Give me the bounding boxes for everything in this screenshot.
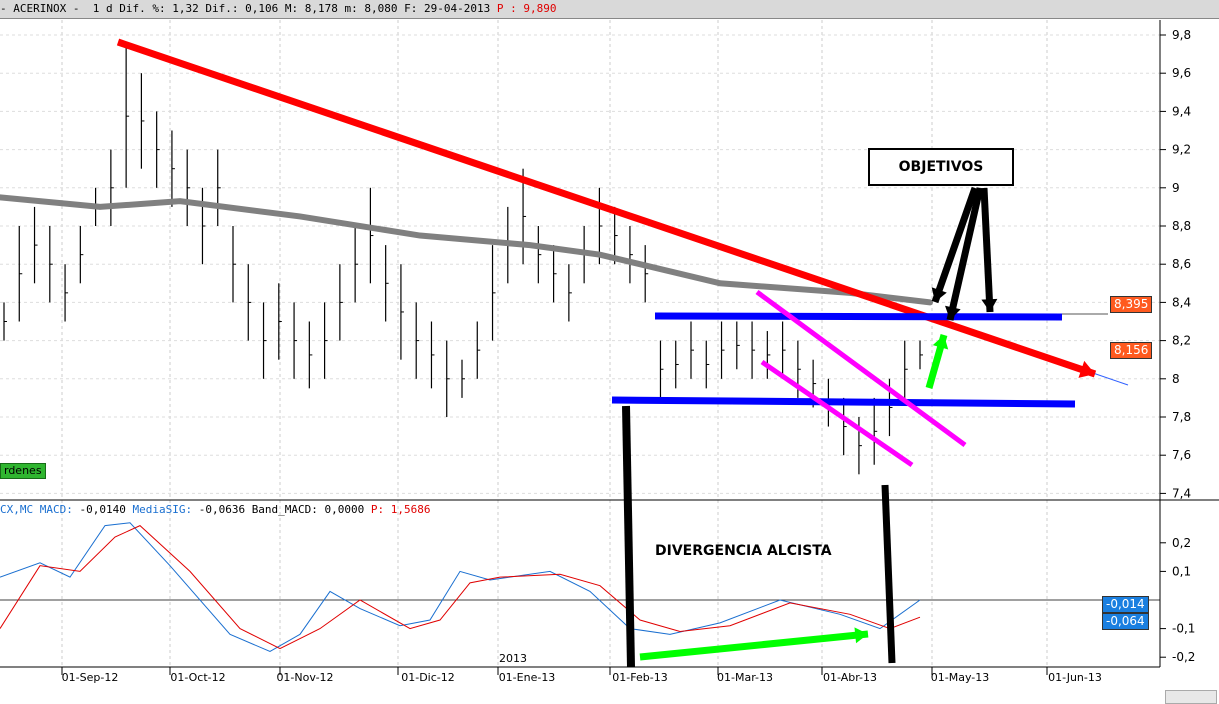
x-tick-label: 01-Feb-13 [612,671,667,684]
date-label: F: [404,2,418,15]
dif-label: Dif.: [205,2,239,15]
macd-tag: -0,014 [1102,596,1149,613]
min: 8,080 [364,2,398,15]
dif: 0,106 [245,2,279,15]
y-tick-label: 8 [1172,372,1180,386]
resistance-trendline-head [1078,360,1095,378]
band-label: Band_MACD: [251,503,318,516]
p-label: P : [496,2,517,15]
y-tick-label: 7,8 [1172,410,1191,424]
divergence-line-left [622,405,635,668]
y-tick-label: 8,6 [1172,257,1191,271]
symbol: - ACERINOX - [0,2,80,15]
objective-arrow-3 [980,187,994,313]
ma-price-tag: 8,395 [1110,296,1153,313]
x-tick-label: 01-Sep-12 [62,671,119,684]
objective-arrow-3-head [981,298,998,312]
objective-arrow-2-head [945,305,961,320]
x-tick-label: 01-Oct-12 [170,671,225,684]
macd-divergence-arrow [639,630,869,661]
signal-tag: -0,064 [1102,613,1149,630]
sig-label: MediaSIG: [132,503,193,516]
y-tick-label: 9 [1172,181,1180,195]
objective-arrow-2 [946,187,984,321]
band-value: 0,0000 [324,503,365,516]
macd-y-tick-label: -0,2 [1172,650,1195,664]
window-controls[interactable] [1183,8,1213,17]
sig-value: -0,0636 [198,503,246,516]
date: 29-04-2013 [423,2,491,15]
objective-arrow-1 [931,186,979,304]
y-tick-label: 9,6 [1172,66,1191,80]
p-value: 9,890 [523,2,557,15]
objective-arrow-1-head [931,287,947,302]
breakout-arrow-head [932,335,949,350]
x-tick-label: 01-Ene-13 [499,671,556,684]
signal-line [0,525,921,650]
dif-pct-label: Dif. %: [119,2,166,15]
y-tick-label: 8,4 [1172,295,1191,309]
price-header: - ACERINOX - 1 d Dif. %: 1,32 Dif.: 0,10… [0,0,1219,19]
max-label: M: [284,2,299,15]
macd-y-tick-label: -0,1 [1172,622,1195,636]
year-label: 2013 [499,652,527,665]
macd-line [0,522,921,653]
x-tick-label: 01-Dic-12 [401,671,455,684]
x-tick-label: 01-Jun-13 [1048,671,1102,684]
x-tick-label: 01-Nov-12 [276,671,333,684]
period: 1 d [92,2,113,15]
objetivos-box: OBJETIVOS [868,148,1014,186]
macd-p-value: 1,5686 [390,503,431,516]
macd-p-label: P: [370,503,385,516]
macd-header: CX,MC MACD: -0,0140 MediaSIG: -0,0636 Ba… [0,502,431,517]
y-tick-label: 8,2 [1172,334,1191,348]
moving-average-line [0,194,933,306]
x-tick-label: 01-Mar-13 [717,671,773,684]
channel-upper-line [755,289,967,448]
macd-divergence-arrow-head [854,627,868,644]
lower-support-line [611,396,1076,408]
macd-y-tick-label: 0,1 [1172,564,1191,578]
y-tick-label: 9,4 [1172,104,1191,118]
toolbar-icons[interactable] [1155,688,1163,702]
upper-horizontal-line [654,312,1063,321]
trendline-extension [1089,371,1129,386]
y-tick-label: 8,8 [1172,219,1191,233]
max: 8,178 [304,2,338,15]
y-tick-label: 9,8 [1172,28,1191,42]
macd-name: CX,MC MACD: [0,503,73,516]
macd-y-tick-label: 0,2 [1172,536,1191,550]
x-tick-label: 01-May-13 [931,671,989,684]
macd-value: -0,0140 [79,503,126,516]
divergence-line-right [881,484,896,664]
ordenes-button[interactable]: rdenes [0,463,46,479]
channel-lower-line [760,359,914,468]
y-tick-label: 7,6 [1172,448,1191,462]
y-tick-label: 7,4 [1172,486,1191,500]
divergencia-label: DIVERGENCIA ALCISTA [655,543,832,559]
scrollbar-thumb[interactable] [1165,690,1217,704]
min-label: m: [344,2,358,15]
last-price-tag: 8,156 [1110,342,1153,359]
resistance-trendline [116,38,1097,378]
y-tick-label: 9,2 [1172,143,1191,157]
x-tick-label: 01-Abr-13 [823,671,877,684]
dif-pct: 1,32 [172,2,199,15]
